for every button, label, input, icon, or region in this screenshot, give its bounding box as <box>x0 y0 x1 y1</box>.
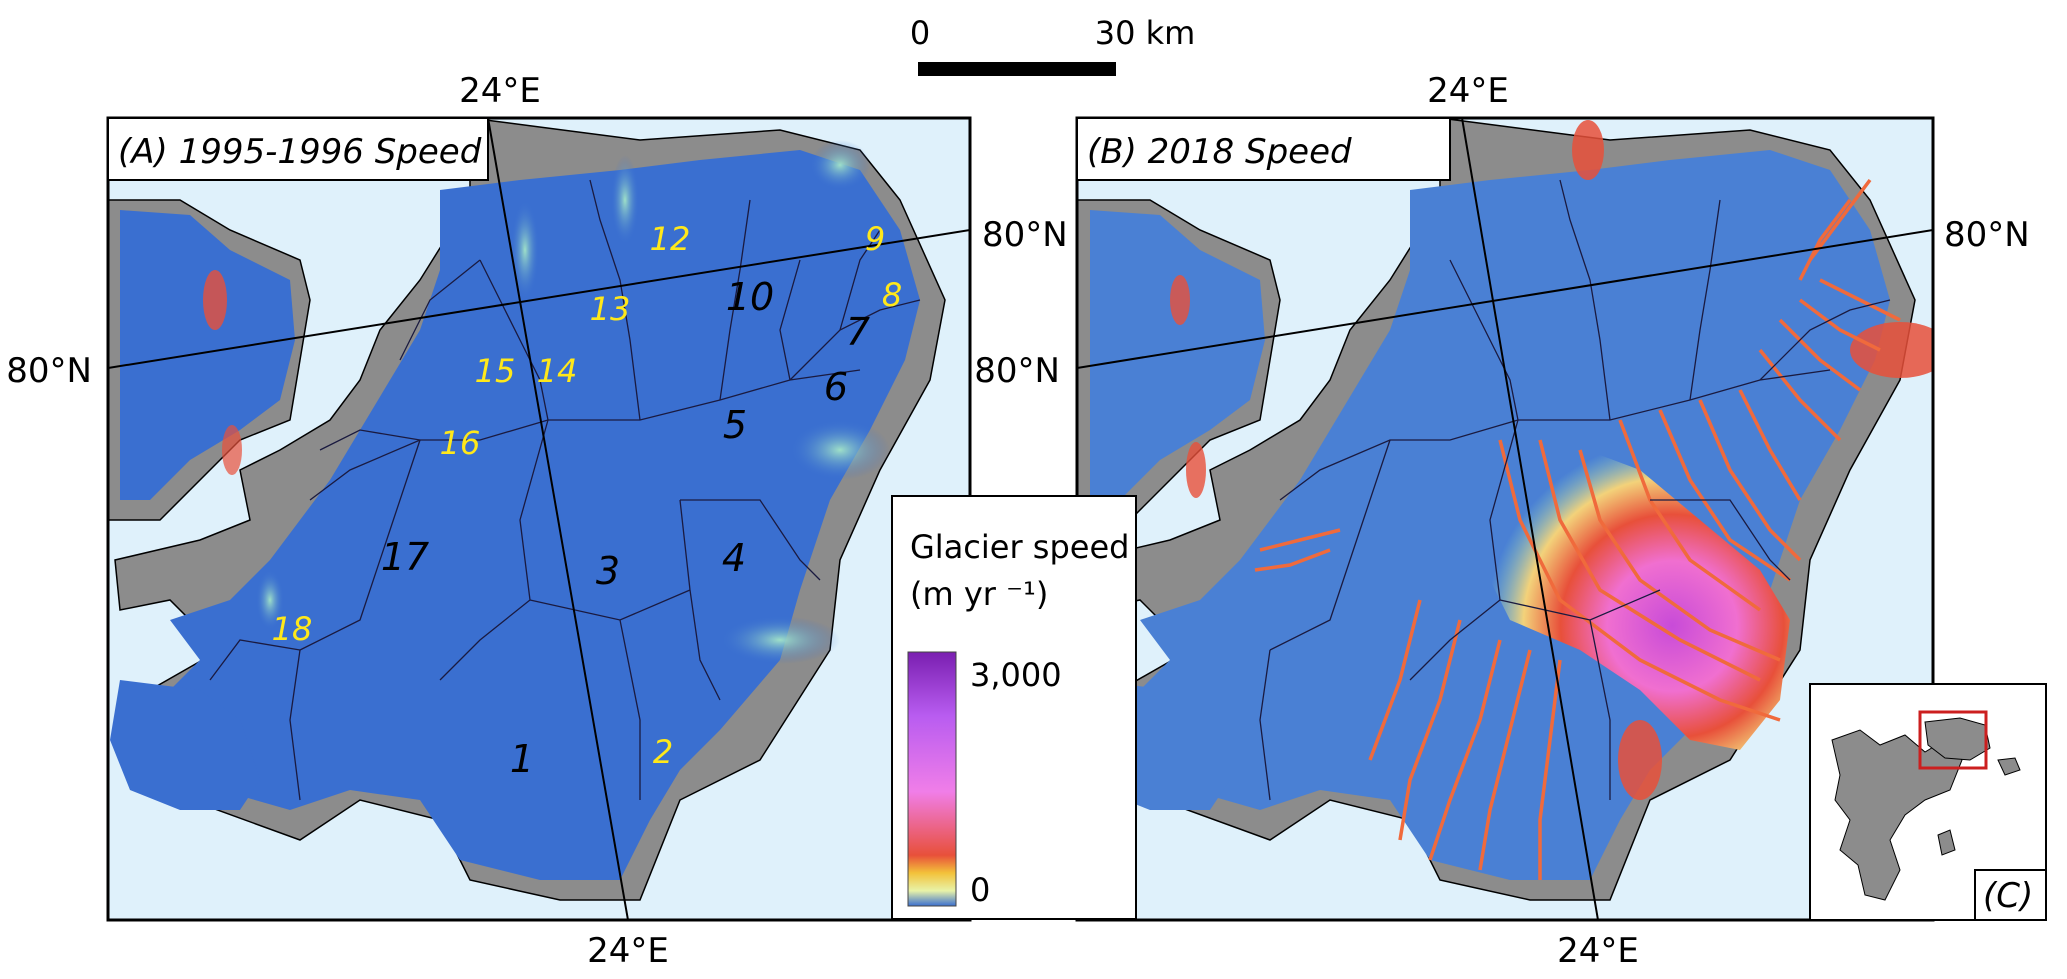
basin-label-15: 15 <box>475 352 516 390</box>
basin-label-5: 5 <box>723 403 747 447</box>
basin-label-16: 16 <box>440 424 481 462</box>
basin-label-7: 7 <box>846 310 870 354</box>
panel-b-west-ice <box>1090 210 1265 500</box>
basin-label-1: 1 <box>510 737 534 781</box>
panel-a-sw-ice <box>110 680 260 810</box>
panel-a-parallel-80n <box>108 229 970 369</box>
panel-c-title: (C) <box>1983 876 2033 916</box>
panel-a-west-ice <box>120 210 295 500</box>
panel-a-outlet-glow-12 <box>611 155 639 245</box>
basin-label-2: 2 <box>653 733 673 771</box>
scale-end-label: 30 km <box>1095 14 1196 52</box>
basin-label-14: 14 <box>537 352 578 390</box>
basin-label-6: 6 <box>824 365 848 409</box>
basin-label-8: 8 <box>882 276 902 314</box>
panel-b: (B) 2018 Speed 24°E 24°E 80°N 80°N <box>974 71 2029 971</box>
panel-a-lat-right-label: 80°N <box>982 215 1068 255</box>
panel-b-flowlines <box>1254 178 1901 880</box>
panel-a: (A) 1995-1996 Speed 24°E 24°E 80°N 80°N … <box>6 71 1067 971</box>
panel-b-lat-right-label: 80°N <box>1944 215 2030 255</box>
panel-c: (C) <box>1809 683 2047 921</box>
panel-b-lon-bottom-label: 24°E <box>1557 931 1639 971</box>
basin-label-18: 18 <box>272 610 313 648</box>
panel-a-outlet-glow-18 <box>256 570 284 630</box>
basin-label-10: 10 <box>726 275 774 319</box>
panel-a-west-fast-ice-2 <box>222 425 242 475</box>
panel-c-title-box <box>1974 869 2047 921</box>
panel-a-title-box <box>107 117 489 181</box>
panel-a-west-fast-ice <box>203 270 227 330</box>
panel-a-outlet-glow-4 <box>720 616 840 664</box>
panel-a-title: (A) 1995-1996 Speed <box>118 132 482 172</box>
panel-b-title-box <box>1076 117 1451 181</box>
basin-label-4: 4 <box>722 536 746 580</box>
panel-c-svalbard-outline <box>1831 729 1963 901</box>
panel-c-nordaustlandet <box>1924 717 1991 761</box>
basin-label-13: 13 <box>590 290 631 328</box>
panel-a-lat-left-label: 80°N <box>6 351 92 391</box>
panel-b-fast-flow-south <box>1618 720 1662 800</box>
panel-b-west-fast-ice <box>1186 442 1206 498</box>
panel-a-basin-divides <box>209 179 921 801</box>
panel-b-basin-divides <box>1259 179 1891 801</box>
panel-b-fast-flow <box>1480 440 1790 750</box>
panel-b-lat-left-label: 80°N <box>974 351 1060 391</box>
scale-start-label: 0 <box>910 14 930 52</box>
panel-a-lon-top-label: 24°E <box>459 71 541 111</box>
panel-b-parallel-80n <box>1077 229 1933 369</box>
legend-title-line2: (m yr ⁻¹) <box>910 575 1048 613</box>
basin-label-3: 3 <box>596 549 620 593</box>
scale-bar-rect <box>918 62 1116 76</box>
scale-bar: 0 30 km <box>910 14 1195 76</box>
panel-b-west-fast-ice-2 <box>1170 275 1190 325</box>
panel-a-outlet-glow-14 <box>511 200 539 300</box>
panel-c-east-islands <box>1937 757 2021 856</box>
legend-title-line1: Glacier speed <box>910 528 1129 566</box>
basin-label-17: 17 <box>381 535 429 579</box>
legend-max-label: 3,000 <box>970 656 1062 694</box>
panel-a-meridian-24e <box>487 118 629 920</box>
panel-a-outlet-glow-9 <box>810 140 870 190</box>
legend-min-label: 0 <box>970 871 990 909</box>
basin-label-12: 12 <box>650 220 691 258</box>
panel-c-study-area-box <box>1918 710 1988 770</box>
panel-b-fast-flow-east <box>1850 322 1933 378</box>
panel-b-lon-top-label: 24°E <box>1427 71 1509 111</box>
panel-b-title: (B) 2018 Speed <box>1087 132 1352 172</box>
legend: Glacier speed (m yr ⁻¹) 3,000 0 <box>891 495 1137 920</box>
panel-a-lon-bottom-label: 24°E <box>587 931 669 971</box>
panel-a-outlet-glow-5 <box>790 420 890 480</box>
panel-b-fast-flow-north <box>1572 120 1604 180</box>
panel-b-meridian-24e <box>1461 118 1599 920</box>
basin-label-9: 9 <box>865 220 885 258</box>
legend-color-ramp <box>907 651 957 907</box>
